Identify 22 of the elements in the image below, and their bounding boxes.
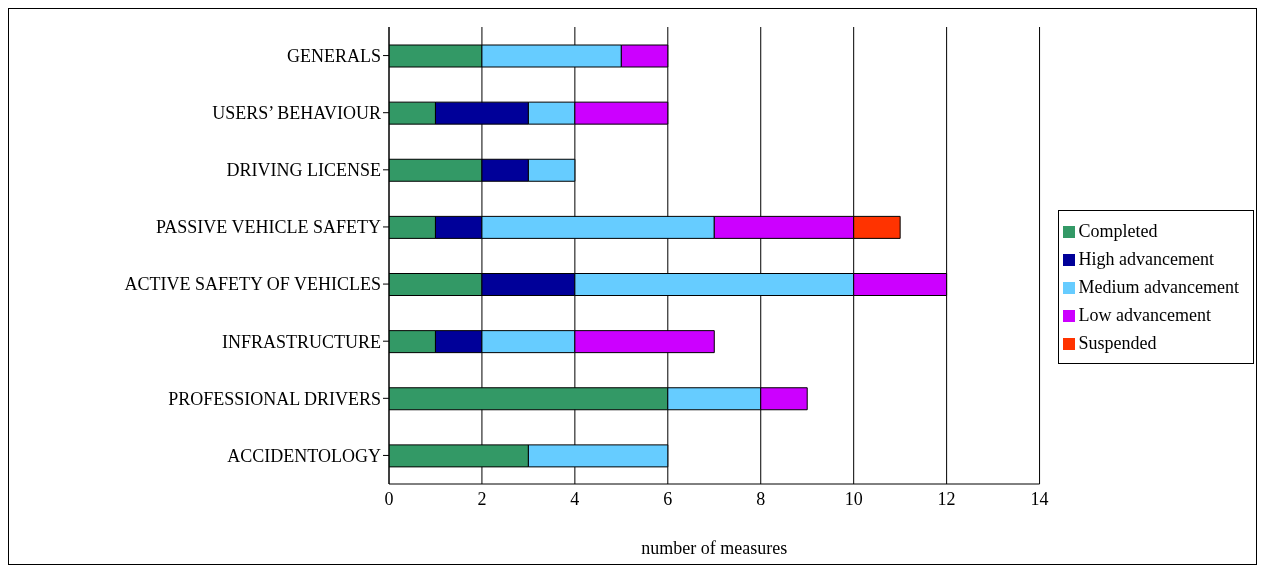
x-tick-label: 14 <box>1030 488 1049 509</box>
y-tick-label: PROFESSIONAL DRIVERS <box>168 388 381 409</box>
legend-label: High advancement <box>1078 248 1214 269</box>
legend-label: Low advancement <box>1078 304 1211 325</box>
y-tick-label: GENERALS <box>287 45 381 66</box>
legend-label: Medium advancement <box>1078 276 1239 297</box>
y-tick-label: INFRASTRUCTURE <box>221 331 381 352</box>
y-tick-label: ACTIVE SAFETY OF VEHICLES <box>124 274 381 295</box>
x-tick-label: 10 <box>844 488 863 509</box>
legend-label: Suspended <box>1078 332 1157 353</box>
legend-label: Completed <box>1078 220 1158 241</box>
y-tick-label: ACCIDENTOLOGY <box>227 445 381 466</box>
x-tick-label: 2 <box>477 488 487 509</box>
y-tick-label: USERS’ BEHAVIOUR <box>212 103 381 124</box>
x-tick-label: 6 <box>663 488 673 509</box>
x-axis-title: number of measures <box>641 538 788 558</box>
x-tick-label: 8 <box>756 488 766 509</box>
y-tick-label: DRIVING LICENSE <box>226 160 381 181</box>
x-tick-label: 12 <box>937 488 956 509</box>
x-tick-label: 4 <box>570 488 580 509</box>
y-tick-label: PASSIVE VEHICLE SAFETY <box>155 217 381 238</box>
x-tick-label: 0 <box>384 488 394 509</box>
